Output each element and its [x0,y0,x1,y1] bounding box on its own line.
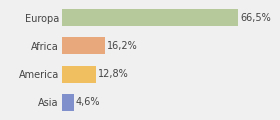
Text: 66,5%: 66,5% [241,13,271,23]
Bar [62,94,74,111]
Text: 16,2%: 16,2% [107,41,137,51]
Bar [62,9,239,26]
Text: 12,8%: 12,8% [98,69,129,79]
Bar [62,66,96,83]
Text: 4,6%: 4,6% [76,97,101,107]
Bar [62,37,105,54]
